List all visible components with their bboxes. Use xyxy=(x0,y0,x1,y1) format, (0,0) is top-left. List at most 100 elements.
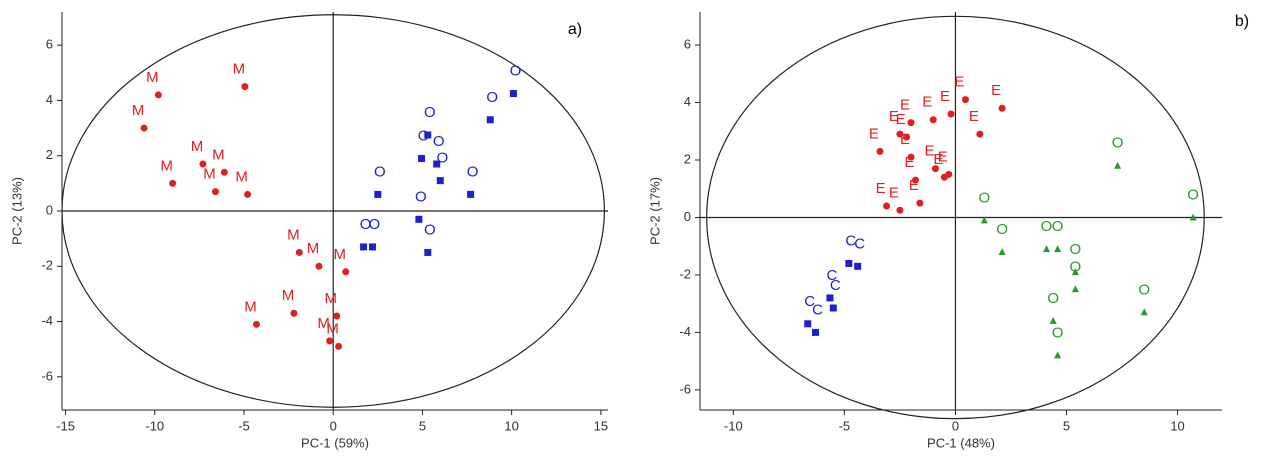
point xyxy=(1140,308,1148,316)
point-label: E xyxy=(924,143,934,160)
point xyxy=(907,153,915,161)
point-label: O xyxy=(1187,186,1199,203)
point-label: E xyxy=(900,97,910,114)
point-label: C xyxy=(827,267,838,284)
point-label: O xyxy=(467,163,479,180)
x-tick-label: 5 xyxy=(1063,418,1070,433)
point xyxy=(415,215,423,223)
point xyxy=(896,130,904,138)
point-label: M xyxy=(282,287,295,304)
point xyxy=(945,170,953,178)
point-label: E xyxy=(869,125,879,142)
x-axis-title: PC-1 (48%) xyxy=(927,435,995,450)
y-tick-label: 0 xyxy=(46,202,53,217)
point-label: O xyxy=(978,189,990,206)
y-tick-label: -2 xyxy=(41,258,53,273)
point-label: E xyxy=(940,88,950,105)
point-label: E xyxy=(889,108,899,125)
point xyxy=(1049,316,1057,324)
point xyxy=(486,116,494,124)
x-tick-label: 0 xyxy=(952,418,959,433)
point-label: C xyxy=(804,293,815,310)
point xyxy=(199,160,207,168)
y-tick-label: 4 xyxy=(46,92,53,107)
point xyxy=(812,328,820,336)
y-tick-label: -2 xyxy=(679,266,691,281)
point xyxy=(931,165,939,173)
x-tick-label: -15 xyxy=(56,418,75,433)
point-label: E xyxy=(954,74,964,91)
point xyxy=(509,90,517,98)
point-label: M xyxy=(317,315,330,332)
point-label: E xyxy=(909,177,919,194)
point xyxy=(295,248,303,256)
y-tick-label: 6 xyxy=(684,36,691,51)
y-tick-label: 2 xyxy=(46,147,53,162)
point xyxy=(374,190,382,198)
point xyxy=(315,262,323,270)
point-label: O xyxy=(369,216,381,233)
x-tick-label: -10 xyxy=(145,418,164,433)
point-label: C xyxy=(845,232,856,249)
point xyxy=(947,110,955,118)
point xyxy=(368,243,376,251)
point xyxy=(929,116,937,124)
y-tick-label: -4 xyxy=(679,324,691,339)
point-label: E xyxy=(922,94,932,111)
point xyxy=(436,177,444,185)
point-label: M xyxy=(132,102,145,119)
point xyxy=(252,320,260,328)
point-label: M xyxy=(233,61,246,78)
point xyxy=(335,342,343,350)
point-label: O xyxy=(1070,258,1082,275)
point xyxy=(211,188,219,196)
point-label: O xyxy=(433,133,445,150)
point xyxy=(976,130,984,138)
point-label: M xyxy=(287,226,300,243)
point xyxy=(804,320,812,328)
point-label: O xyxy=(374,163,386,180)
point xyxy=(1054,351,1062,359)
point xyxy=(360,243,368,251)
point xyxy=(854,262,862,270)
point-label: E xyxy=(904,154,914,171)
point-label: M xyxy=(235,168,248,185)
point-label: E xyxy=(938,148,948,165)
point-label: M xyxy=(212,146,225,163)
x-tick-label: -5 xyxy=(839,418,851,433)
point-label: O xyxy=(486,89,498,106)
point-label: C xyxy=(830,277,841,294)
point xyxy=(154,91,162,99)
point xyxy=(326,337,334,345)
y-tick-label: -6 xyxy=(679,381,691,396)
panel-label: a) xyxy=(568,21,582,38)
point xyxy=(998,104,1006,112)
point xyxy=(1054,245,1062,253)
point xyxy=(903,133,911,141)
point-label: M xyxy=(203,166,216,183)
point-label: E xyxy=(969,108,979,125)
point-label: C xyxy=(812,301,823,318)
point xyxy=(241,83,249,91)
point xyxy=(876,147,884,155)
point xyxy=(896,206,904,214)
point xyxy=(961,96,969,104)
point-label: O xyxy=(996,221,1008,238)
point-label: O xyxy=(424,221,436,238)
point-label: O xyxy=(1070,241,1082,258)
point-label: M xyxy=(325,290,338,307)
point-label: M xyxy=(333,246,346,263)
y-tick-label: 0 xyxy=(684,209,691,224)
point-label: C xyxy=(854,235,865,252)
point-label: O xyxy=(424,104,436,121)
x-tick-label: 0 xyxy=(330,418,337,433)
point-label: O xyxy=(415,188,427,205)
x-tick-label: 15 xyxy=(594,418,608,433)
point xyxy=(1071,285,1079,293)
point xyxy=(1043,245,1051,253)
point-label: M xyxy=(326,320,339,337)
point xyxy=(916,199,924,207)
point-label: E xyxy=(991,82,1001,99)
point xyxy=(1189,213,1197,221)
point xyxy=(911,176,919,184)
